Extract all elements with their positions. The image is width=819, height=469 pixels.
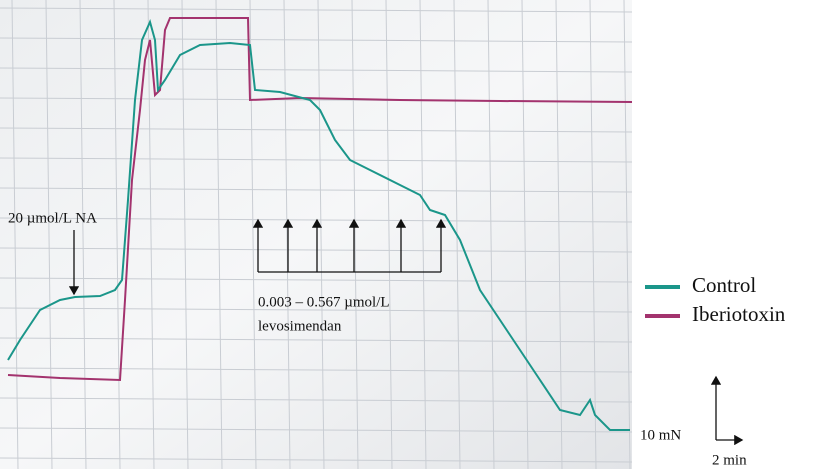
grid-line (0, 337, 633, 343)
grid-line (181, 0, 189, 469)
grid-line (249, 0, 257, 469)
grid-line (113, 0, 121, 469)
paper-grid (0, 0, 633, 469)
scale-force-label: 10 mN (640, 427, 681, 443)
na-label: 20 µmol/L NA (8, 210, 97, 226)
control-trace (7, 19, 630, 431)
grid-line (0, 457, 633, 463)
grid-line (0, 157, 633, 163)
legend-label: Iberiotoxin (692, 302, 786, 326)
grid-line (0, 277, 633, 283)
grid-line (419, 0, 427, 469)
grid-line (589, 0, 597, 469)
grid-line (0, 127, 633, 133)
grid-line (555, 0, 563, 469)
grid-line (623, 0, 631, 469)
grid-line (521, 0, 529, 469)
grid-line (0, 427, 633, 433)
grid-line (487, 0, 495, 469)
levosimendan-arrows (252, 218, 447, 273)
grid-line (215, 0, 223, 469)
grid-line (0, 307, 633, 313)
grid-line (283, 0, 291, 469)
legend-label: Control (692, 273, 756, 297)
drug-label: levosimendan (258, 318, 342, 334)
grid-line (79, 0, 87, 469)
grid-line (45, 0, 53, 469)
grid-line (11, 0, 19, 469)
grid-line (0, 397, 633, 403)
grid-line (0, 7, 633, 13)
scale-time-label: 2 min (712, 452, 747, 468)
grid-line (385, 0, 393, 469)
grid-line (0, 367, 633, 373)
grid-line (0, 187, 633, 193)
grid-line (0, 67, 633, 73)
grid-line (317, 0, 325, 469)
grid-line (351, 0, 359, 469)
grid-line (0, 37, 633, 43)
dose-range-label: 0.003 – 0.567 µmol/L (258, 294, 390, 310)
grid-line (147, 0, 155, 469)
grid-line (0, 247, 633, 253)
